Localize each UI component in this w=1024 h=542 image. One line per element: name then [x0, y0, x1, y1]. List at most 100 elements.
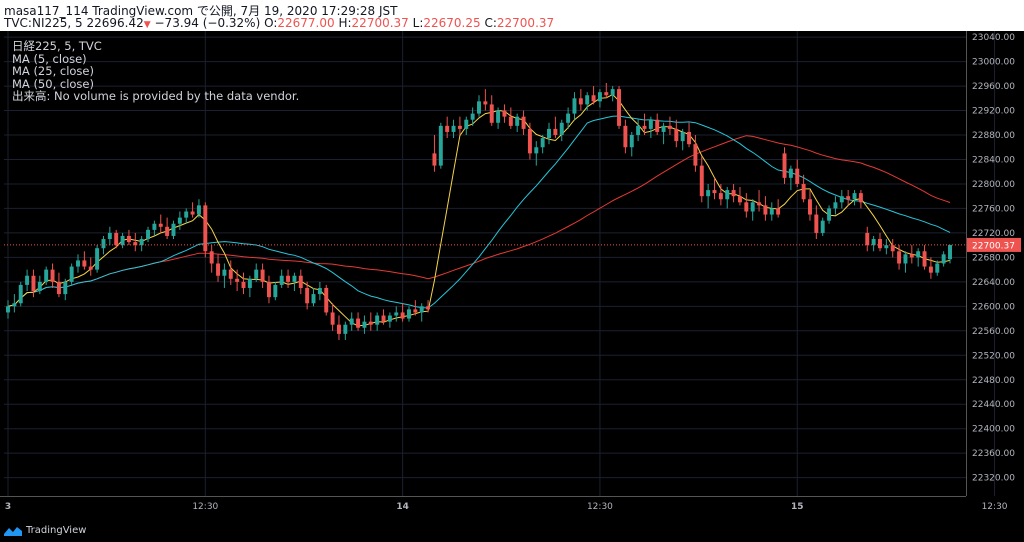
- candle-body: [6, 306, 10, 313]
- candle-body: [76, 260, 80, 267]
- candle-body: [305, 287, 310, 304]
- legend-volume-note: 出来高: No volume is provided by the data v…: [12, 89, 300, 104]
- candle-body: [527, 128, 532, 154]
- candle-body: [782, 153, 787, 178]
- candle-body: [317, 287, 322, 295]
- candle-body: [139, 239, 144, 246]
- y-tick-label: 22880.00: [972, 131, 1015, 141]
- candle-body: [788, 168, 793, 178]
- candle-body: [165, 226, 170, 236]
- candle-body: [120, 235, 125, 246]
- candle-body: [254, 269, 259, 279]
- publish-info: masa117_114 TradingView.com で公開, 7月 19, …: [4, 4, 398, 18]
- legend-ma50[interactable]: MA (50, close): [12, 76, 94, 91]
- candle-body: [903, 254, 908, 264]
- candle-body: [827, 208, 832, 221]
- candle-body: [750, 202, 755, 212]
- candle-body: [846, 196, 851, 200]
- x-tick-label: 3: [5, 502, 11, 512]
- candle-body: [928, 266, 933, 273]
- candle-body: [699, 165, 704, 197]
- moving-average-ma25: [7, 115, 951, 309]
- open-value: 22677.00: [277, 16, 335, 30]
- candle-body: [133, 242, 138, 246]
- candle-body: [935, 263, 940, 273]
- candle-body: [82, 260, 87, 267]
- last-price-label: 22700.37: [972, 241, 1015, 251]
- candle-body: [839, 196, 844, 203]
- candle-body: [776, 208, 781, 215]
- y-tick-label: 22320.00: [972, 474, 1015, 484]
- candle-body: [916, 251, 921, 258]
- candle-body: [216, 263, 221, 276]
- quote-line: TVC:NI225, 5 22696.42▼ −73.94 (−0.32%) O…: [4, 16, 554, 30]
- candle-body: [184, 211, 189, 218]
- candle-body: [878, 239, 882, 249]
- candle-body: [37, 281, 42, 292]
- candle-body: [578, 98, 583, 105]
- candle-body: [483, 101, 488, 105]
- y-tick-label: 22920.00: [972, 107, 1015, 117]
- candle-body: [534, 147, 539, 154]
- legend-ma25[interactable]: MA (25, close): [12, 64, 94, 79]
- candle-body: [407, 309, 411, 319]
- candle-body: [464, 119, 469, 129]
- candle-body: [273, 284, 278, 298]
- candle-body: [865, 232, 870, 246]
- candle-body: [177, 217, 182, 224]
- candle-body: [56, 281, 61, 295]
- candle-body: [292, 275, 297, 282]
- candle-body: [833, 202, 838, 209]
- candle-body: [477, 101, 481, 114]
- chart-area[interactable]: 22320.00 22360.00 22400.00 22440.00 22480.00…: [0, 31, 1024, 522]
- candle-body: [152, 223, 157, 230]
- candle-body: [629, 135, 634, 148]
- down-arrow-icon: ▼: [143, 20, 151, 30]
- legend-ma5[interactable]: MA (5, close): [12, 51, 87, 66]
- candle-body: [228, 269, 233, 279]
- last-price: 22696.42: [86, 16, 144, 30]
- y-tick-label: 22640.00: [972, 278, 1015, 288]
- x-tick-label: 12:30: [982, 502, 1008, 512]
- candle-body: [158, 223, 163, 227]
- candle-body: [655, 119, 660, 132]
- candle-body: [559, 122, 564, 136]
- candle-body: [286, 275, 291, 282]
- candle-body: [617, 89, 622, 126]
- low-label: L:: [412, 16, 424, 30]
- candlestick-chart[interactable]: 22320.00 22360.00 22400.00 22440.00 22480.00…: [0, 31, 1024, 522]
- x-tick-label: 12:30: [192, 502, 218, 512]
- candle-body: [69, 266, 74, 282]
- candle-body: [597, 92, 602, 102]
- tradingview-logo-icon: [4, 527, 22, 536]
- candle-body: [266, 281, 271, 298]
- candle-body: [852, 193, 857, 200]
- low-value: 22670.25: [423, 16, 481, 30]
- high-label: H:: [338, 16, 352, 30]
- y-tick-label: 22720.00: [972, 229, 1015, 239]
- candle-body: [909, 254, 914, 258]
- candle-body: [871, 239, 876, 246]
- candle-body: [324, 287, 329, 313]
- candle-body: [737, 196, 742, 203]
- candle-body: [375, 315, 380, 325]
- candle-body: [731, 190, 736, 197]
- candle-body: [693, 144, 698, 166]
- y-tick-label: 22760.00: [972, 204, 1015, 214]
- candle-body: [814, 214, 819, 233]
- candle-body: [426, 306, 431, 310]
- candle-body: [95, 248, 100, 270]
- footer: TradingView: [0, 522, 1024, 542]
- tradingview-brand[interactable]: TradingView: [4, 525, 86, 536]
- candle-body: [241, 281, 246, 288]
- candle-body: [553, 128, 558, 136]
- candle-body: [368, 321, 373, 325]
- candle-body: [496, 110, 501, 123]
- candle-body: [25, 275, 30, 285]
- legend-title: 日経225, 5, TVC: [12, 39, 102, 53]
- candle-body: [623, 125, 628, 148]
- candle-body: [88, 266, 93, 270]
- candle-body: [820, 220, 825, 233]
- candle-body: [311, 294, 316, 304]
- candle-body: [680, 131, 685, 142]
